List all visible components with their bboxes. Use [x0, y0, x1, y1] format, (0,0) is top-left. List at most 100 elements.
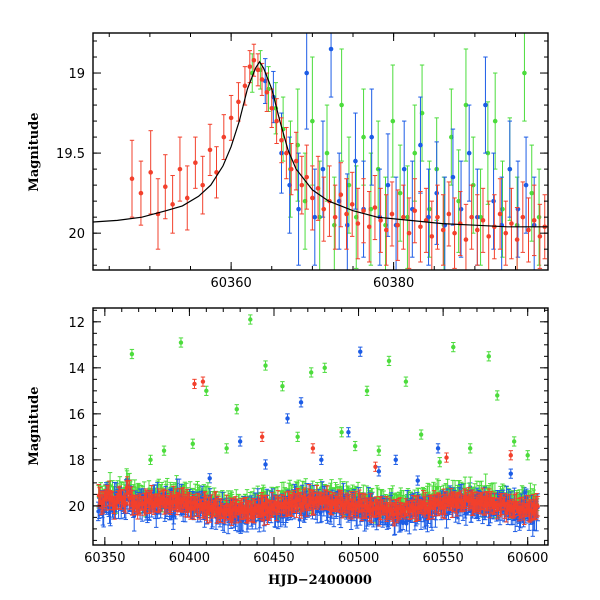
- top-point-r: [304, 144, 309, 210]
- top-point-r: [378, 187, 383, 253]
- top-point-r: [299, 155, 305, 215]
- bottom-outlier-g: [364, 385, 370, 396]
- top-point-r: [520, 181, 526, 253]
- top-point-r: [288, 142, 294, 196]
- bottom-outlier-r: [200, 376, 206, 387]
- bottom-point-b: [297, 511, 302, 529]
- bottom-outlier-b: [415, 475, 420, 486]
- top-point-r: [207, 123, 213, 177]
- top-point-r: [401, 184, 406, 250]
- bottom-outlier-g: [248, 314, 253, 325]
- top-point-r: [338, 162, 344, 228]
- top-point-r: [486, 200, 491, 270]
- bottom-outlier-g: [525, 450, 530, 461]
- top-point-b: [320, 120, 326, 218]
- bottom-y-tick-label: 12: [68, 316, 85, 331]
- bottom-y-tick-label: 20: [68, 500, 85, 515]
- top-model-curve: [93, 60, 548, 228]
- top-point-r: [138, 160, 144, 226]
- top-point-b: [304, 33, 309, 130]
- bottom-outlier-g: [495, 390, 500, 401]
- top-point-r: [274, 98, 279, 144]
- top-point-r: [184, 165, 190, 231]
- top-point-r: [389, 181, 395, 247]
- top-point-r: [412, 178, 418, 244]
- top-point-b: [353, 112, 358, 210]
- bottom-outlier-g: [386, 355, 392, 367]
- bottom-y-tick-label: 18: [68, 454, 85, 469]
- top-x-tick-label: 60380: [373, 276, 414, 291]
- top-point-b: [483, 56, 488, 154]
- top-point-g: [485, 101, 491, 205]
- top-point-b: [328, 33, 334, 98]
- bottom-x-tick-label: 60450: [253, 551, 294, 566]
- top-point-r: [537, 203, 543, 269]
- bottom-ticks: 60350 60400 60450 60500 60550 60600 12 14 16 18 20: [68, 308, 548, 566]
- bottom-outlier-g: [204, 385, 209, 396]
- bottom-point-r: [299, 494, 304, 519]
- top-axes-frame: [92, 32, 549, 271]
- top-y-tick-label: 19.5: [56, 147, 85, 162]
- bottom-outlier-b: [358, 346, 363, 357]
- bottom-point-r: [391, 502, 397, 527]
- bottom-outlier-g: [295, 431, 300, 442]
- bottom-outlier-g: [280, 381, 285, 392]
- bottom-outlier-g: [352, 440, 358, 452]
- bottom-outlier-g: [403, 376, 409, 387]
- top-point-g: [383, 176, 388, 270]
- bottom-x-axis-label: HJD−2400000: [268, 573, 372, 588]
- bottom-outlier-r: [444, 452, 449, 463]
- bottom-outlier-b: [207, 473, 212, 484]
- top-point-r: [193, 136, 198, 189]
- bottom-y-tick-label: 16: [68, 408, 85, 423]
- top-point-b: [466, 104, 472, 202]
- top-point-r: [423, 187, 429, 253]
- top-panel: 60360 60380 19 19.5 20 Magnitude: [27, 32, 549, 291]
- top-point-r: [509, 187, 514, 260]
- top-point-g: [273, 82, 279, 135]
- bottom-outlier-g: [234, 404, 239, 415]
- bottom-outlier-b: [393, 454, 398, 465]
- bottom-outlier-g: [190, 438, 195, 449]
- top-point-b: [458, 160, 464, 258]
- bottom-outlier-g: [437, 457, 442, 468]
- top-point-g: [463, 48, 469, 162]
- bottom-outlier-b: [376, 466, 382, 477]
- top-point-r: [503, 200, 509, 266]
- bottom-outlier-g: [178, 337, 184, 348]
- top-point-b: [507, 120, 513, 218]
- bottom-point-r: [171, 485, 176, 508]
- top-point-g: [500, 160, 505, 258]
- top-point-g: [324, 104, 330, 202]
- top-point-r: [349, 171, 355, 237]
- bottom-outlier-g: [339, 427, 344, 438]
- top-ticks: 60360 60380 19 19.5 20: [56, 33, 548, 291]
- top-y-tick-label: 19: [68, 67, 85, 82]
- bottom-outlier-r: [192, 378, 197, 390]
- top-point-r: [395, 189, 400, 261]
- bottom-x-tick-label: 60600: [507, 551, 548, 566]
- top-point-g: [397, 144, 403, 242]
- top-point-g: [353, 165, 359, 269]
- bottom-outlier-r: [310, 443, 316, 454]
- top-point-b: [369, 88, 374, 186]
- top-point-b: [426, 168, 431, 266]
- bottom-point-r: [535, 495, 541, 517]
- top-point-r: [361, 178, 366, 244]
- top-point-r: [170, 175, 175, 234]
- bottom-outlier-g: [129, 348, 135, 360]
- top-point-r: [406, 197, 412, 269]
- bottom-point-r: [421, 490, 426, 516]
- bottom-x-tick-label: 60550: [422, 551, 463, 566]
- top-y-tick-label: 20: [68, 227, 85, 242]
- top-y-axis-label: Magnitude: [27, 112, 42, 191]
- top-point-r: [514, 207, 520, 270]
- top-point-r: [236, 82, 241, 122]
- bottom-outlier-g: [418, 429, 424, 440]
- bottom-outlier-r: [508, 450, 513, 461]
- top-point-r: [429, 200, 435, 270]
- bottom-outlier-b: [237, 436, 243, 447]
- bottom-outlier-b: [263, 459, 268, 470]
- bottom-x-tick-label: 60400: [169, 551, 210, 566]
